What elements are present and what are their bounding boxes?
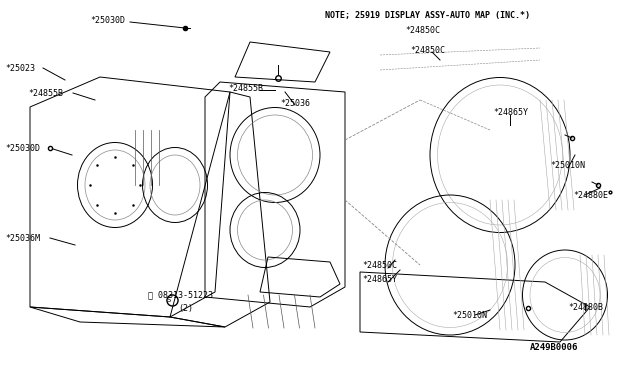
Text: *25010N: *25010N bbox=[550, 160, 585, 170]
Text: *24880E: *24880E bbox=[573, 190, 608, 199]
Text: *24855B: *24855B bbox=[228, 83, 263, 93]
Text: Ⓢ 08313-51223: Ⓢ 08313-51223 bbox=[148, 291, 213, 299]
Text: *25036M: *25036M bbox=[5, 234, 40, 243]
Text: *24850C: *24850C bbox=[410, 45, 445, 55]
Text: *25010N: *25010N bbox=[452, 311, 487, 320]
Text: *24880B: *24880B bbox=[568, 304, 603, 312]
Text: S: S bbox=[167, 297, 171, 303]
Text: NOTE; 25919 DISPLAY ASSY-AUTO MAP (INC.*): NOTE; 25919 DISPLAY ASSY-AUTO MAP (INC.*… bbox=[325, 10, 530, 19]
Text: *24855B: *24855B bbox=[28, 89, 63, 97]
Text: (2): (2) bbox=[178, 304, 193, 312]
Text: *24850C: *24850C bbox=[362, 260, 397, 269]
Text: *25030D: *25030D bbox=[90, 16, 125, 25]
Text: *25023: *25023 bbox=[5, 64, 35, 73]
Text: *24850C: *24850C bbox=[405, 26, 440, 35]
Text: *25030D: *25030D bbox=[5, 144, 40, 153]
Text: A249B0006: A249B0006 bbox=[530, 343, 579, 353]
Text: *24865Y: *24865Y bbox=[493, 108, 528, 116]
Text: *24865Y: *24865Y bbox=[362, 276, 397, 285]
Text: *25036: *25036 bbox=[280, 99, 310, 108]
